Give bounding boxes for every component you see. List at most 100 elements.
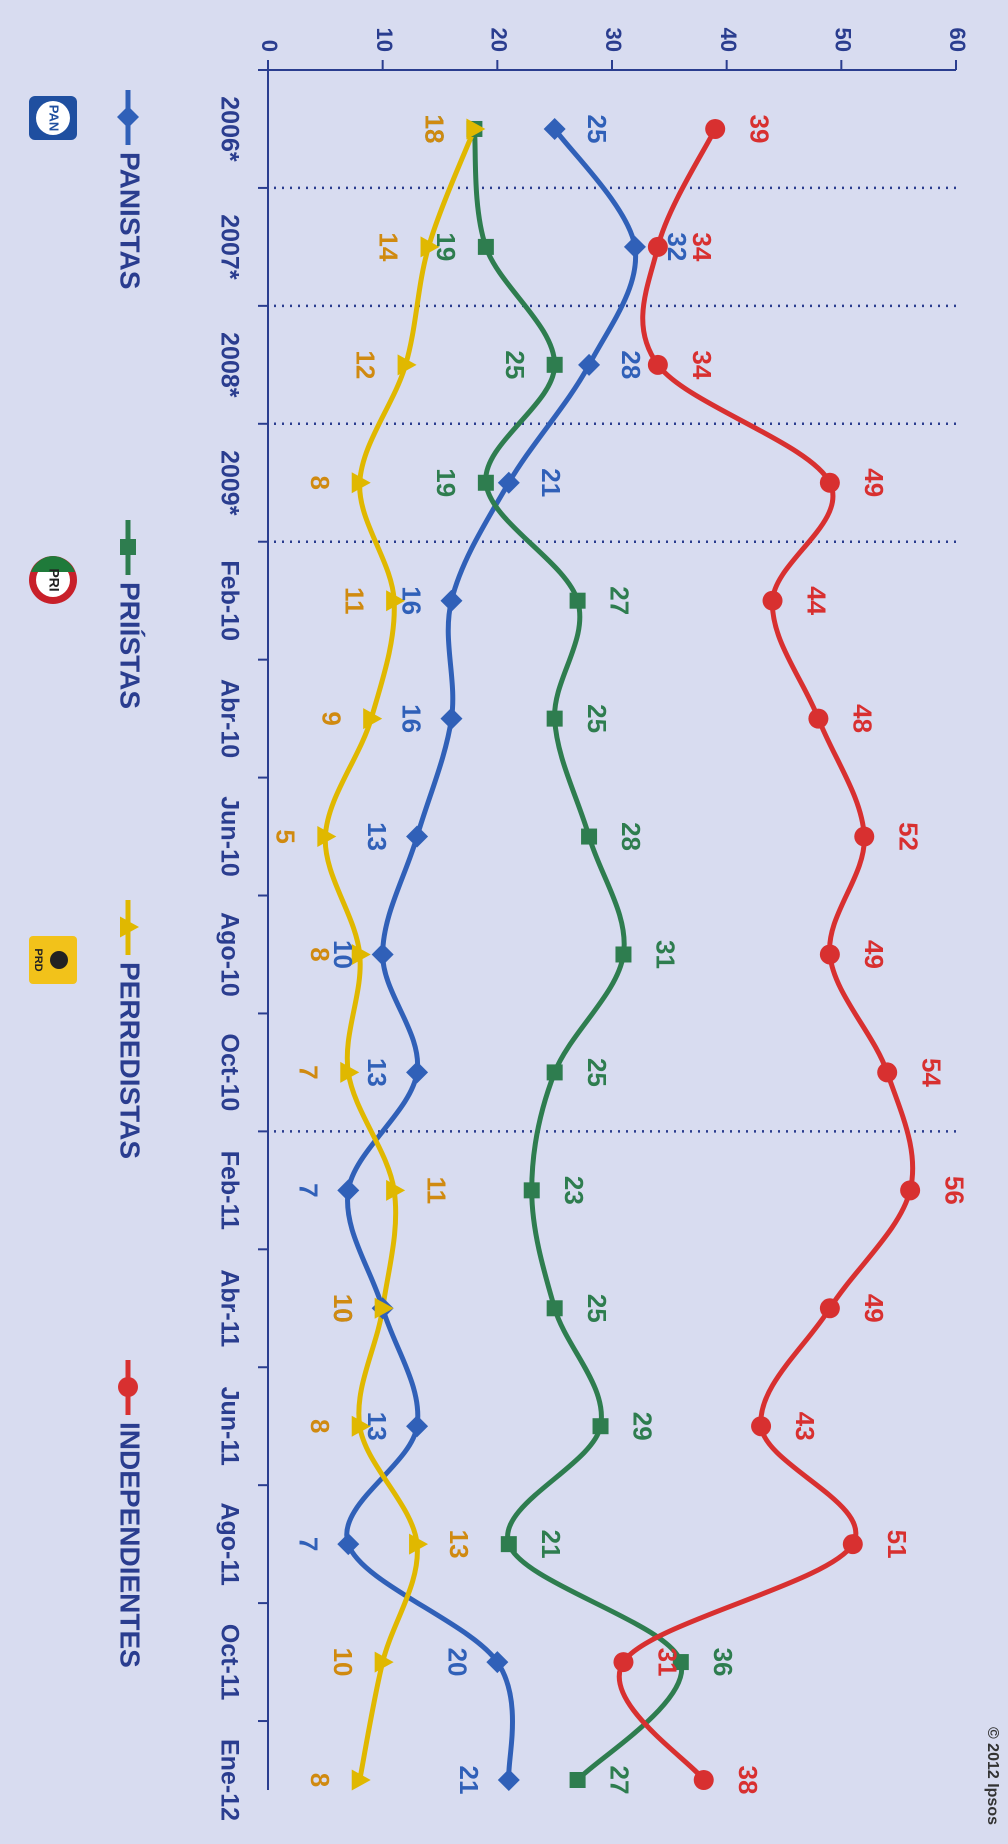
marker-priistas bbox=[592, 1418, 609, 1435]
data-label-perredistas: 14 bbox=[374, 232, 404, 261]
y-tick-label: 40 bbox=[716, 28, 741, 52]
data-label-independientes: 48 bbox=[848, 704, 878, 733]
legend-swatch-marker bbox=[120, 916, 139, 938]
data-label-independientes: 44 bbox=[802, 586, 832, 615]
data-label-panistas: 21 bbox=[454, 1766, 484, 1795]
marker-panistas bbox=[497, 471, 520, 494]
marker-panistas bbox=[406, 1061, 429, 1084]
x-tick-label: Ene-12 bbox=[215, 1739, 243, 1821]
marker-priistas bbox=[569, 592, 586, 609]
data-label-perredistas: 8 bbox=[305, 1419, 335, 1433]
party-logo-perredistas: PRD bbox=[29, 936, 77, 984]
data-label-priistas: 19 bbox=[431, 468, 461, 497]
data-label-priistas: 27 bbox=[605, 586, 635, 615]
marker-independientes bbox=[751, 1416, 772, 1437]
separators bbox=[268, 186, 956, 1133]
marker-perredistas bbox=[409, 1533, 429, 1555]
marker-independientes bbox=[647, 354, 668, 375]
marker-independientes bbox=[900, 1180, 921, 1201]
series-markers bbox=[317, 117, 921, 1791]
marker-perredistas bbox=[351, 472, 371, 494]
data-label-independientes: 51 bbox=[882, 1530, 912, 1559]
pri-logo-green bbox=[31, 556, 75, 572]
legend-item-priistas: PRIÍSTAS bbox=[115, 520, 146, 709]
data-label-panistas: 7 bbox=[293, 1537, 323, 1551]
marker-independientes bbox=[854, 826, 875, 847]
marker-independientes bbox=[819, 1298, 840, 1319]
data-label-panistas: 13 bbox=[362, 1412, 392, 1441]
marker-panistas bbox=[406, 1415, 429, 1438]
data-label-panistas: 28 bbox=[616, 350, 646, 379]
data-label-priistas: 29 bbox=[628, 1412, 658, 1441]
legend-label: PERREDISTAS bbox=[115, 962, 146, 1159]
marker-panistas bbox=[440, 589, 463, 612]
marker-panistas bbox=[337, 1179, 360, 1202]
x-tick-label: Ago-11 bbox=[215, 1502, 243, 1585]
marker-independientes bbox=[705, 118, 726, 139]
data-label-priistas: 27 bbox=[605, 1766, 635, 1795]
legend-label: PRIÍSTAS bbox=[115, 582, 146, 709]
x-tick-label: Feb-10 bbox=[215, 560, 243, 641]
data-label-panistas: 16 bbox=[397, 704, 427, 733]
data-label-priistas: 23 bbox=[559, 1176, 589, 1205]
x-tick-label: 2008* bbox=[215, 332, 243, 398]
party-logo-priistas: PRI bbox=[29, 556, 77, 604]
marker-perredistas bbox=[420, 236, 440, 258]
marker-priistas bbox=[581, 828, 598, 845]
plot-rotated-group: 0 10 20 30 40 50 60 2006* 2007* 2008* 2009* Feb-10 A… bbox=[29, 28, 1001, 1825]
axes: 0 10 20 30 40 50 60 2006* 2007* 2008* 2009* Feb-10 A… bbox=[215, 28, 970, 1821]
data-label-panistas: 21 bbox=[536, 468, 566, 497]
data-label-panistas: 16 bbox=[397, 586, 427, 615]
prd-logo-sun bbox=[50, 951, 68, 969]
data-label-perredistas: 11 bbox=[339, 587, 369, 615]
data-label-perredistas: 8 bbox=[305, 947, 335, 961]
data-label-panistas: 13 bbox=[362, 822, 392, 851]
x-tick-label: Feb-11 bbox=[215, 1151, 243, 1230]
pan-logo-text: PAN bbox=[47, 105, 62, 131]
data-label-independientes: 38 bbox=[733, 1766, 763, 1795]
marker-priistas bbox=[672, 1654, 689, 1671]
marker-perredistas bbox=[363, 708, 383, 730]
y-tick-label: 20 bbox=[487, 28, 512, 52]
data-label-priistas: 25 bbox=[582, 704, 612, 733]
data-label-perredistas: 13 bbox=[444, 1530, 474, 1559]
marker-priistas bbox=[523, 1182, 540, 1199]
marker-perredistas bbox=[351, 1415, 371, 1437]
marker-priistas bbox=[546, 1300, 563, 1317]
marker-panistas bbox=[371, 943, 394, 966]
prd-logo-text: PRD bbox=[32, 948, 44, 971]
data-label-panistas: 10 bbox=[328, 940, 358, 969]
data-label-perredistas: 18 bbox=[420, 115, 450, 144]
data-label-independientes: 52 bbox=[893, 822, 923, 851]
legend-item-perredistas: PERREDISTAS bbox=[115, 900, 146, 1159]
data-label-panistas: 20 bbox=[442, 1648, 472, 1677]
pri-logo-text: PRI bbox=[46, 568, 62, 591]
x-tick-label: Jun-11 bbox=[215, 1387, 243, 1466]
x-tick-label: Oct-11 bbox=[215, 1624, 243, 1701]
x-tick-label: Ago-10 bbox=[215, 912, 243, 997]
copyright-text: © 2012 Ipsos bbox=[984, 1727, 1001, 1825]
data-label-panistas: 32 bbox=[662, 232, 692, 261]
legend-item-independientes: INDEPENDIENTES bbox=[115, 1360, 146, 1668]
data-label-independientes: 49 bbox=[859, 1294, 889, 1323]
data-label-priistas: 25 bbox=[582, 1294, 612, 1323]
marker-perredistas bbox=[386, 590, 406, 612]
party-logo-panistas: PAN bbox=[29, 96, 77, 140]
marker-priistas bbox=[546, 1064, 563, 1081]
marker-panistas bbox=[337, 1533, 360, 1556]
marker-panistas bbox=[497, 1769, 520, 1791]
marker-perredistas bbox=[340, 1061, 360, 1083]
data-label-perredistas: 7 bbox=[293, 1065, 323, 1079]
x-tick-label: 2007* bbox=[215, 214, 243, 280]
marker-independientes bbox=[762, 590, 783, 611]
data-label-perredistas: 12 bbox=[351, 350, 381, 379]
x-tick-label: Oct-10 bbox=[215, 1034, 243, 1112]
legend-swatch-marker bbox=[120, 539, 136, 555]
y-tick-label: 30 bbox=[601, 28, 626, 52]
legend-label: PANISTAS bbox=[115, 152, 146, 289]
marker-priistas bbox=[477, 474, 494, 491]
x-tick-label: 2006* bbox=[215, 96, 243, 162]
x-tick-label: Abr-11 bbox=[215, 1269, 243, 1347]
